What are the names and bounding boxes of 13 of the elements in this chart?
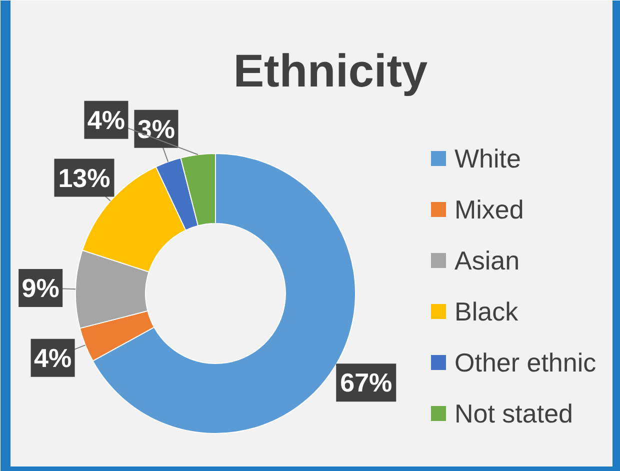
legend-label: Not stated — [454, 398, 574, 428]
data-label: 4% — [87, 104, 126, 135]
legend-label: Black — [454, 296, 520, 326]
data-label: 9% — [22, 273, 60, 304]
legend-label: White — [454, 144, 521, 174]
chart-title: Ethnicity — [233, 44, 428, 96]
data-label: 13% — [58, 162, 110, 193]
legend-label: Other ethnic — [454, 348, 596, 378]
legend-label: Asian — [454, 246, 520, 276]
data-label: 3% — [137, 114, 176, 144]
legend-label: Mixed — [454, 194, 524, 224]
data-label: 4% — [34, 342, 72, 373]
data-label: 67% — [340, 368, 392, 398]
